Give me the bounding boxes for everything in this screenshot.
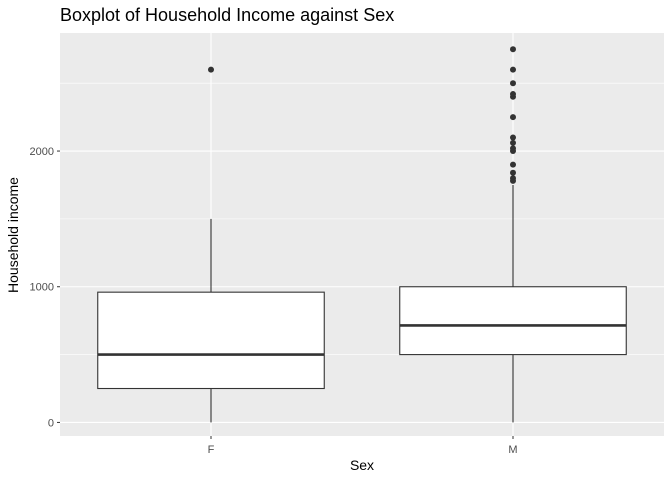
x-tick-label: M <box>508 444 517 456</box>
y-tick-label: 2000 <box>30 146 54 158</box>
outlier-point <box>510 169 516 176</box>
iqr-box <box>399 286 627 356</box>
box-f <box>97 66 325 423</box>
outlier-point <box>510 114 516 121</box>
outlier-point <box>510 134 516 141</box>
y-tick-label: 1000 <box>30 282 54 294</box>
boxplot-marks <box>97 46 627 423</box>
outlier-point <box>510 66 516 73</box>
outlier-point <box>510 161 516 168</box>
outlier-point <box>510 80 516 87</box>
x-axis-title: Sex <box>350 457 374 473</box>
y-tick-label: 0 <box>48 417 54 429</box>
chart-title: Boxplot of Household Income against Sex <box>60 5 394 25</box>
outlier-point <box>510 139 516 146</box>
outlier-point <box>208 66 214 73</box>
iqr-box <box>97 291 325 390</box>
axis-ticks: 0 1000 2000 F M <box>30 146 518 456</box>
box-m <box>399 46 627 423</box>
outlier-point <box>510 46 516 53</box>
y-axis-title: Household income <box>5 177 21 293</box>
outlier-point <box>510 145 516 152</box>
outlier-point <box>510 175 516 182</box>
outlier-point <box>510 91 516 98</box>
x-tick-label: F <box>208 444 215 456</box>
